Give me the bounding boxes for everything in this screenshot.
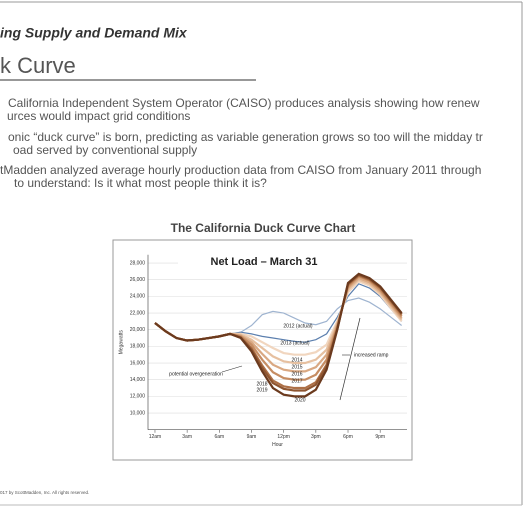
x-axis-label: Hour <box>272 442 283 448</box>
series-label: 2012 (actual) <box>283 323 313 329</box>
bullet-text: California Independent System Operator (… <box>8 96 480 110</box>
y-tick-label: 12,000 <box>130 394 146 400</box>
series-label: 2015 <box>291 364 302 370</box>
series-label: 2020 <box>294 397 305 403</box>
x-tick-label: 12pm <box>277 434 290 440</box>
series-label: 2017 <box>291 378 302 384</box>
section-title: ing Supply and Demand Mix <box>0 25 188 41</box>
chart-subtitle: Net Load – March 31 <box>211 256 318 268</box>
y-tick-label: 26,000 <box>130 277 146 283</box>
series-line <box>154 272 403 398</box>
y-tick-label: 20,000 <box>130 327 146 333</box>
annotation: potential overgeneration <box>169 371 223 377</box>
series-label: 2014 <box>291 357 302 363</box>
bullet-text: onic “duck curve” is born, predicting as… <box>8 130 483 144</box>
bullet-text: urces would impact grid conditions <box>7 109 190 123</box>
series-label: 2016 <box>291 371 302 377</box>
subtitle-box <box>178 251 350 273</box>
annotation-arrow <box>339 317 361 401</box>
bullet-text: oad served by conventional supply <box>13 143 197 157</box>
y-tick-label: 18,000 <box>130 344 146 350</box>
series-label: 2013 (actual) <box>280 340 310 346</box>
y-axis-label: Megawatts <box>118 330 124 355</box>
y-tick-label: 24,000 <box>130 294 146 300</box>
y-tick-label: 10,000 <box>130 410 146 416</box>
x-tick-label: 3am <box>182 434 192 440</box>
y-tick-label: 22,000 <box>130 310 146 316</box>
chart-title: The California Duck Curve Chart <box>171 221 356 235</box>
series-label: 2019 <box>256 387 267 393</box>
annotation-pointer <box>221 365 243 373</box>
plot: 10,000 12,000 14,000 16,000 18,000 20,000 22,0… <box>118 254 407 448</box>
slide-title: k Curve <box>0 53 76 78</box>
annotation: increased ramp <box>354 352 389 358</box>
x-tick-label: 12am <box>149 434 162 440</box>
bullet-text: tMadden analyzed average hourly producti… <box>0 163 481 177</box>
x-tick-label: 6pm <box>343 434 353 440</box>
y-tick-label: 16,000 <box>130 360 146 366</box>
y-tick-label: 28,000 <box>130 260 146 266</box>
x-tick-label: 6am <box>214 434 224 440</box>
y-tick-label: 14,000 <box>130 377 146 383</box>
series-label: 2018 <box>256 381 267 387</box>
x-tick-label: 3pm <box>311 434 321 440</box>
x-tick-label: 9pm <box>375 434 385 440</box>
bullet-text: to understand: Is it what most people th… <box>14 176 267 190</box>
footer: 017 by ScottMadden, Inc. All rights rese… <box>0 490 89 495</box>
x-tick-label: 9am <box>247 434 257 440</box>
